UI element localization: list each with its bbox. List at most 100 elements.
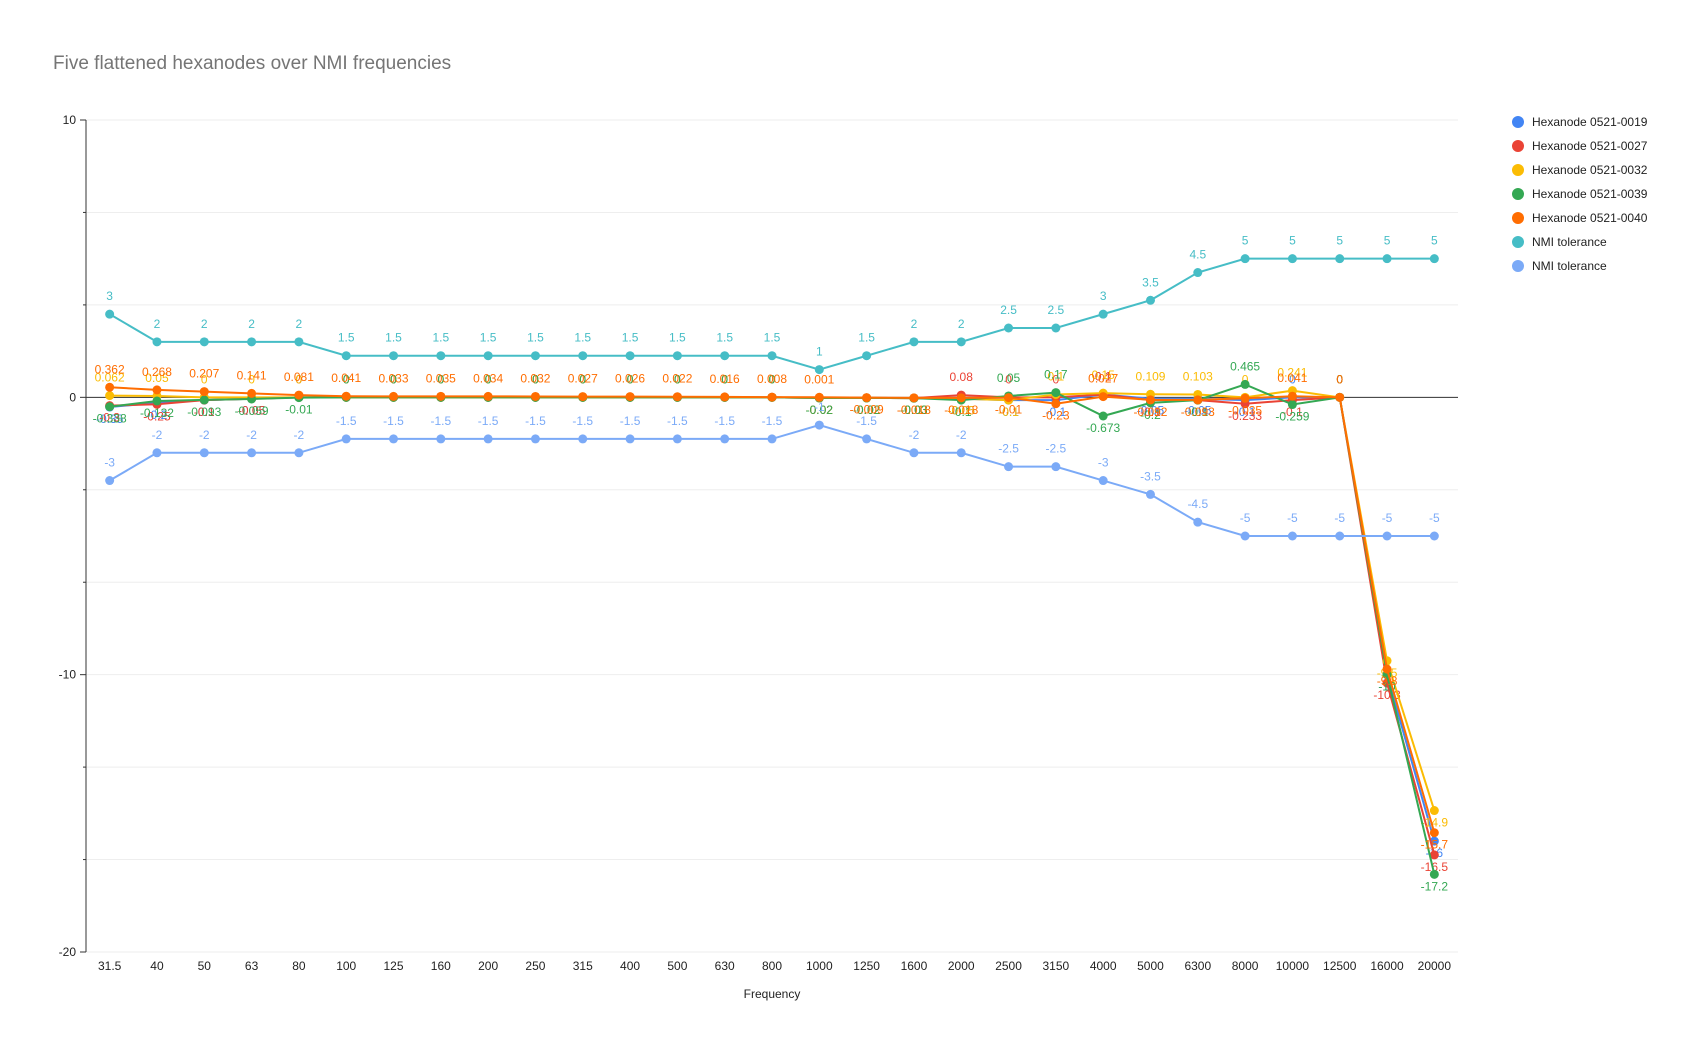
data-label: 0 [248,372,255,386]
legend-swatch [1512,164,1524,176]
data-point [389,351,399,361]
data-label: -0.1 [194,405,215,419]
data-point [152,448,162,458]
x-tick-label: 500 [667,959,687,973]
data-point [814,420,824,430]
data-label: 0.241 [1277,366,1307,380]
data-label: 5 [1336,234,1343,248]
data-label: 5 [1242,234,1249,248]
x-tick-label: 40 [150,959,164,973]
data-label: 0 [769,372,776,386]
data-label: -1.5 [620,414,641,428]
data-label: 5 [1384,234,1391,248]
data-label: 1.5 [716,331,733,345]
data-point [1335,392,1345,402]
data-label: 1.5 [574,331,591,345]
data-label: -0.02 [806,403,834,417]
chart-title: Five flattened hexanodes over NMI freque… [53,53,452,74]
data-point [1382,664,1392,674]
data-label: -0.05 [238,404,266,418]
data-label: 2 [911,317,918,331]
data-point [1098,392,1108,402]
data-label: -3 [1098,456,1109,470]
data-point [1240,254,1250,264]
data-label: 2 [248,317,255,331]
data-label: 0 [437,372,444,386]
data-label: 5 [1431,234,1438,248]
data-label: 1.5 [480,331,497,345]
data-point [1287,254,1297,264]
data-label: 0 [721,372,728,386]
x-tick-label: 1600 [901,959,928,973]
data-label: 0.022 [662,372,692,386]
data-point [578,351,588,361]
legend-swatch [1512,236,1524,248]
data-label: -5 [1382,511,1393,525]
data-label: 0.032 [520,371,550,385]
legend-label: Hexanode 0521-0039 [1532,187,1648,201]
data-label: -0.03 [900,403,928,417]
data-label: 0 [721,372,728,386]
data-label: 1.5 [385,331,402,345]
data-label: -4.5 [1187,497,1208,511]
legend-item[interactable]: NMI tolerance [1512,230,1647,254]
data-label: -5 [1429,511,1440,525]
data-point [530,434,540,444]
data-label: 1.5 [527,331,544,345]
x-tick-label: 16000 [1370,959,1404,973]
legend-item[interactable]: Hexanode 0521-0032 [1512,158,1647,182]
x-tick-label: 6300 [1184,959,1211,973]
data-point [672,392,682,402]
data-label: -0.05 [1137,404,1165,418]
data-point [483,351,493,361]
data-point [1004,462,1014,472]
data-point [199,448,209,458]
data-label: 0 [532,372,539,386]
legend-swatch [1512,212,1524,224]
data-label: -1.5 [714,414,735,428]
legend-label: Hexanode 0521-0032 [1532,163,1648,177]
data-label: -0.3 [99,411,120,425]
legend-item[interactable]: Hexanode 0521-0039 [1512,182,1647,206]
legend-item[interactable]: NMI tolerance [1512,254,1647,278]
data-label: -0.338 [93,412,127,426]
data-label: -0.233 [1228,409,1262,423]
data-label: -2 [152,428,163,442]
data-point [1193,395,1203,405]
data-label: -2 [294,428,305,442]
x-tick-label: 12500 [1323,959,1357,973]
data-point [1051,462,1061,472]
data-label: 0 [437,372,444,386]
data-label: 0.008 [757,372,787,386]
legend-item[interactable]: Hexanode 0521-0019 [1512,110,1647,134]
data-label: 0.041 [331,371,361,385]
data-label: -1.5 [336,414,357,428]
data-point [578,392,588,402]
data-label: 0.268 [142,365,172,379]
data-label: -0.25 [143,409,171,423]
legend-item[interactable]: Hexanode 0521-0040 [1512,206,1647,230]
data-label: 2.5 [1000,303,1017,317]
data-label: -5 [1334,511,1345,525]
legend-item[interactable]: Hexanode 0521-0027 [1512,134,1647,158]
data-label: -0.1 [1187,405,1208,419]
data-label: -15.7 [1421,838,1449,852]
data-label: 0.17 [1044,368,1068,382]
data-label: -0.093 [187,405,221,419]
data-point [1335,531,1345,541]
data-label: 0.1 [1095,370,1112,384]
data-label: -0.059 [235,404,269,418]
data-label: 1 [816,345,823,359]
data-label: 0 [532,372,539,386]
data-point [105,382,115,392]
data-label: 0 [343,372,350,386]
data-label: 0.062 [95,371,125,385]
data-point [1098,309,1108,319]
series-line [109,389,1436,811]
data-label: -5 [1240,511,1251,525]
x-tick-label: 20000 [1418,959,1452,973]
data-label: -0.02 [806,403,834,417]
data-point [341,391,351,401]
